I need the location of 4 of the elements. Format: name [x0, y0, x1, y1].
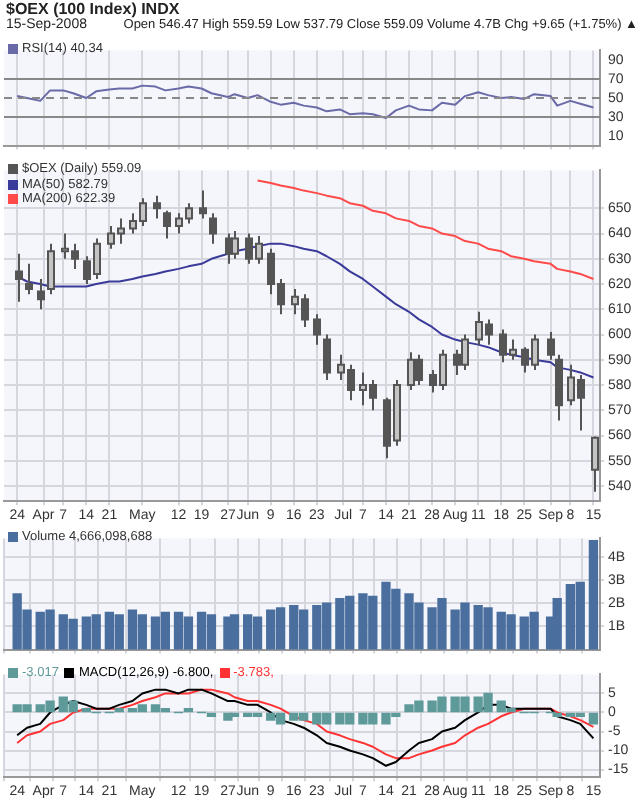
bar	[229, 614, 240, 650]
bar	[588, 712, 599, 725]
chart-title: $OEX (100 Index) INDX	[6, 0, 182, 18]
bar	[552, 597, 562, 650]
